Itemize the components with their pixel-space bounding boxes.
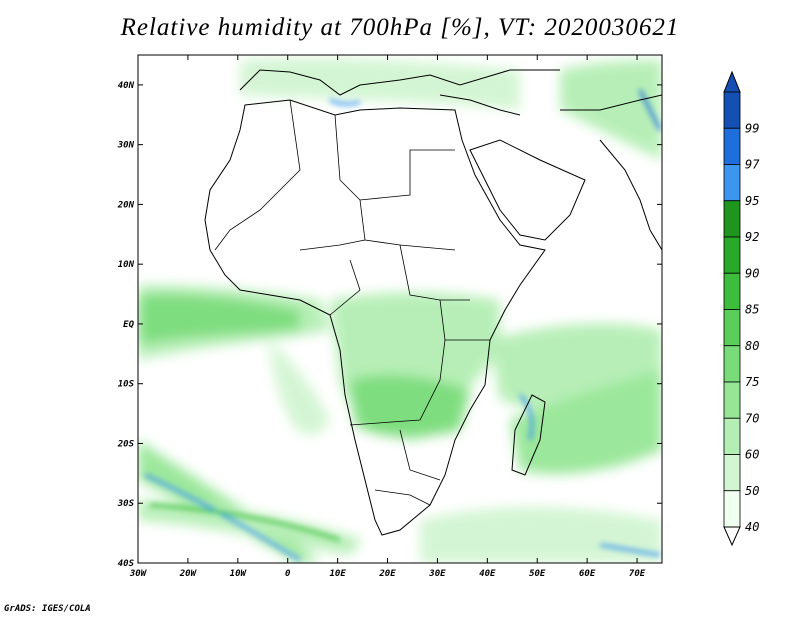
grads-credit: GrADS: IGES/COLA [4,604,91,614]
humidity-field [138,55,662,563]
colorbar-label: 80 [745,339,759,353]
lat-label: 10S [118,380,135,390]
colorbar-segment [723,164,741,202]
colorbar-segment [723,236,741,274]
lon-label: 50E [529,569,546,579]
colorbar-segment [723,200,741,238]
lat-label: 20N [117,200,135,210]
colorbar-segment [723,309,741,347]
colorbar-label: 90 [745,266,759,280]
colorbar: 40 50 60 70 75 80 85 90 92 95 97 99 [723,70,760,547]
colorbar-segment [723,345,741,383]
colorbar-label: 70 [745,411,759,425]
colorbar-segment [723,91,741,129]
lon-label: 20W [179,569,198,579]
colorbar-segment [723,381,741,419]
colorbar-label: 85 [745,303,759,317]
colorbar-label: 50 [745,484,759,498]
plot-frame [137,54,663,564]
colorbar-label: 40 [745,520,759,534]
lon-label: 40E [479,569,496,579]
latitude-axis: 40N 30N 20N 10N EQ 10S 20S 30S 40S [117,81,662,569]
lon-label: 30E [428,569,446,579]
map-title: Relative humidity at 700hPa [%], VT: 202… [120,14,680,41]
colorbar-over-arrow [723,70,741,93]
lon-label: 70E [629,569,646,579]
lat-label: 20S [117,439,135,449]
lat-label: 40N [118,81,135,91]
colorbar-label: 92 [745,230,759,244]
lon-label: 60E [579,569,596,579]
colorbar-label: 75 [745,375,759,389]
longitude-axis: 30W 20W 10W 0 10E 20E 30E 40E 50E 60E 70E [129,55,646,579]
lon-label: 20E [378,569,396,579]
lon-label: 10W [230,569,248,579]
lat-label: 30N [117,141,135,151]
colorbar-segment [723,490,741,528]
colorbar-under-arrow [723,526,741,547]
lon-label: 10E [329,569,346,579]
lat-label: 30S [117,499,135,509]
colorbar-label: 99 [745,121,759,135]
colorbar-segment [723,454,741,492]
lon-label: 0 [285,569,291,579]
colorbar-segment [723,417,741,455]
lat-label: 10N [118,260,135,270]
colorbar-label: 95 [745,194,759,208]
lon-label: 30W [129,569,148,579]
lat-label: EQ [123,320,134,330]
colorbar-segment [723,127,741,165]
country-borders [214,99,490,506]
colorbar-segment [723,272,741,310]
colorbar-label: 97 [745,158,760,172]
colorbar-label: 60 [745,448,759,462]
lat-label: 40S [118,559,135,569]
